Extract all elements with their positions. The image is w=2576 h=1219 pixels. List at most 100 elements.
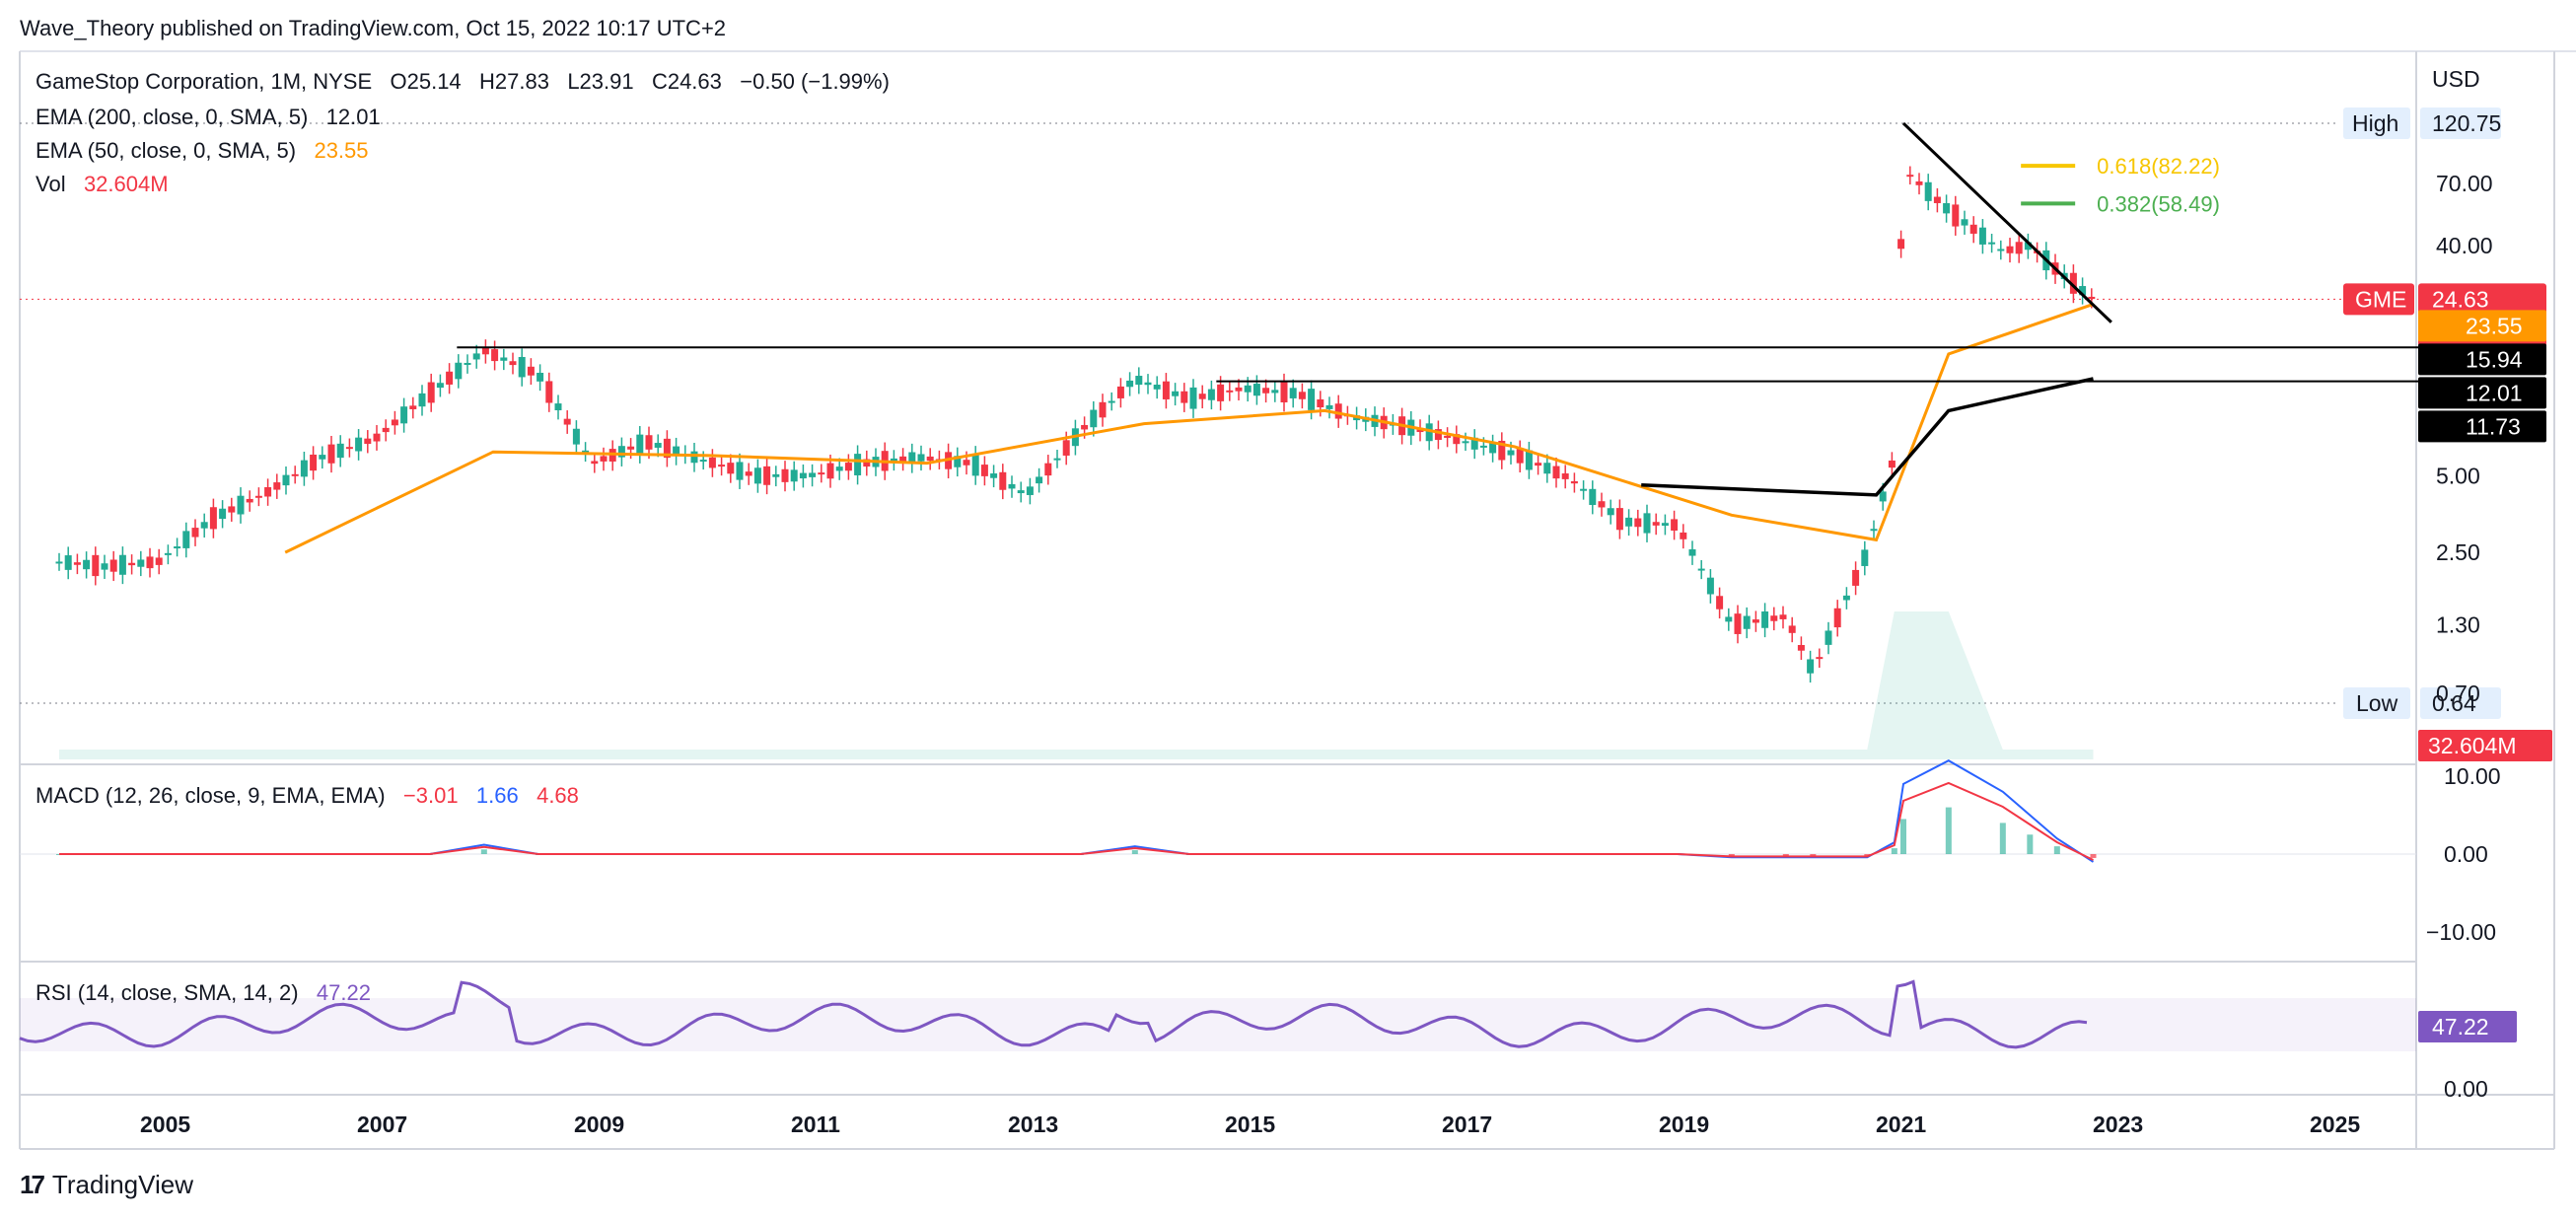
candle-body [1135,376,1143,386]
candle-body [1779,614,1787,619]
low-pill [2343,687,2410,719]
candle-body [673,446,680,457]
candle-body [1716,596,1724,610]
candle-body [64,555,72,570]
candle-body [1479,445,1487,448]
macd-histogram-bar [1782,854,1789,856]
legend-ema200-row[interactable]: EMA (200, close, 0, SMA, 5) 12.01 [36,105,381,130]
time-axis-tick: 2007 [357,1111,407,1137]
candle-body [1552,466,1560,479]
candle-body [2006,246,2014,253]
candle-body [2079,286,2087,296]
candle-body [164,552,172,555]
candle-body [582,450,590,453]
candle-body [291,473,299,476]
legend-ema50-row[interactable]: EMA (50, close, 0, SMA, 5) 23.55 [36,138,369,164]
candle-body [1580,488,1588,491]
price-axis-tag [2418,343,2546,376]
tradingview-brand[interactable]: 17 TradingView [20,1170,193,1200]
fib-level-label: 0.382(58.49) [2097,191,2220,216]
legend-vol-value: 32.604M [83,172,169,196]
candle-body [1217,384,1225,401]
candle-body [191,528,199,538]
candle-body [537,372,544,382]
gme-label-pill [2343,283,2414,316]
legend-vol-label: Vol [36,172,66,196]
candle-body [826,463,834,479]
candle-body [1561,473,1569,479]
candle-body [772,473,780,477]
candle-body [781,468,789,482]
candle-body [1852,569,1860,586]
candle-body [809,472,817,477]
candle-body [617,446,625,458]
legend-symbol-row: GameStop Corporation, 1M, NYSE O25.14 H2… [36,69,890,95]
candle-body [1090,409,1098,428]
candle-body [1969,224,1977,234]
candle-body [908,452,916,465]
candle-body [364,438,372,445]
candle-body [391,419,398,426]
legend-change: −0.50 (−1.99%) [740,69,890,94]
low-value-pill [2420,687,2501,719]
candle-body [1172,391,1180,396]
macd-histogram-bar [1900,819,1906,854]
rsi-axis-tick: 0.00 [2444,1076,2488,1102]
candle-body [563,418,571,425]
price-axis-tag [2418,310,2546,342]
legend-signal-value: 1.66 [475,783,519,808]
legend-vol-row[interactable]: Vol 32.604M [36,172,169,197]
candle-body [1298,392,1306,399]
candle-body [1153,385,1161,390]
legend-symbol[interactable]: GameStop Corporation, 1M, NYSE [36,69,373,94]
candle-body [963,460,970,466]
candle-body [917,454,925,462]
candle-body [1961,219,1968,226]
candle-body [690,451,698,464]
candle-body [254,495,262,498]
time-axis-tick: 2025 [2310,1111,2360,1137]
candle-body [1652,522,1660,526]
candle-body [418,393,426,407]
candle-body [1017,490,1025,494]
candle-body [92,554,100,577]
price-axis-tick: 0.70 [2436,681,2480,706]
candle-body [336,443,344,459]
candle-body [1126,380,1134,388]
ema50-line [284,302,2094,554]
candle-body [1036,476,1043,484]
price-axis-tick: 1.30 [2436,611,2480,637]
candle-body [455,362,463,380]
time-axis-tick: 2013 [1008,1111,1058,1137]
high-value-pill [2420,108,2501,139]
candle-body [1924,181,1932,201]
low-value: 0.64 [2432,690,2476,716]
candle-body [818,472,825,475]
price-axis-tag [2418,410,2546,443]
candle-body [591,461,599,465]
price-axis-tag-value: 23.55 [2466,313,2523,338]
price-axis-tick: 70.00 [2436,171,2493,196]
candle-body [273,482,281,490]
rsi-tag-value: 47.22 [2432,1014,2489,1040]
candle-body [1235,387,1243,392]
candle-body [1671,519,1679,531]
candle-body [1489,443,1497,454]
candle-body [219,508,227,520]
macd-axis-tick: 0.00 [2444,841,2488,867]
candle-body [128,562,136,566]
legend-macd-row[interactable]: MACD (12, 26, close, 9, EMA, EMA) −3.01 … [36,783,579,809]
legend-ema50-value: 23.55 [314,138,369,163]
candle-body [1108,400,1115,403]
candle-body [753,467,761,484]
candle-body [373,433,381,442]
candle-body [472,353,480,360]
candle-body [1797,645,1805,651]
legend-rsi-row[interactable]: RSI (14, close, SMA, 14, 2) 47.22 [36,980,371,1006]
candle-body [409,405,417,409]
candle-body [327,444,335,464]
candle-body [101,563,108,570]
candle-body [1842,595,1850,601]
macd-histogram-bar [2053,846,2060,854]
